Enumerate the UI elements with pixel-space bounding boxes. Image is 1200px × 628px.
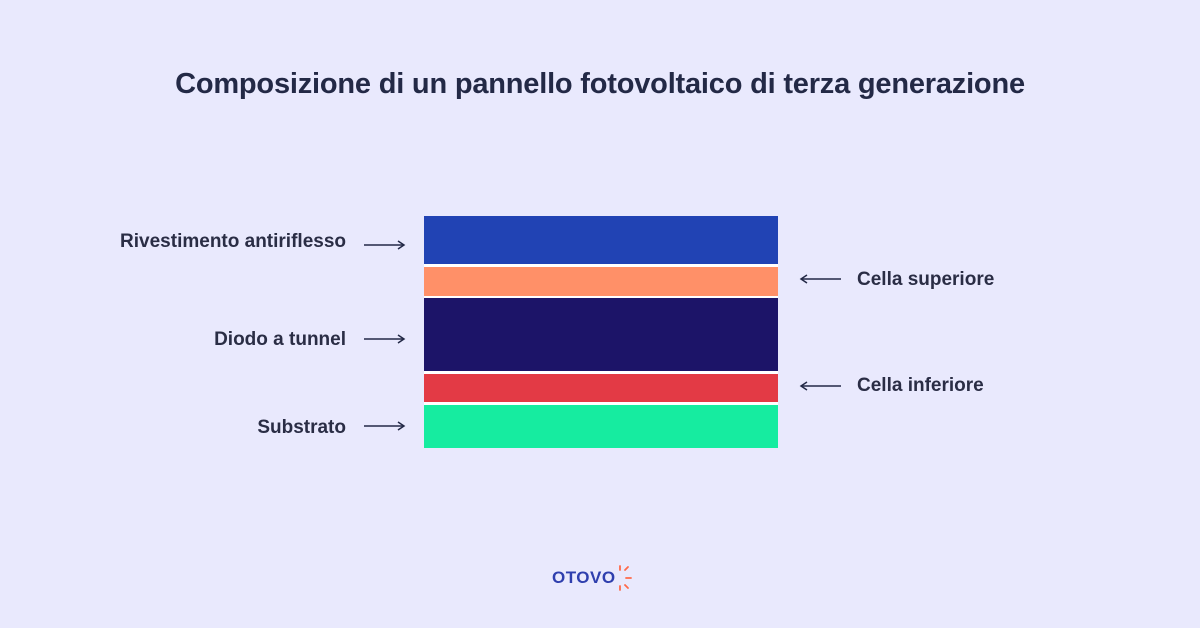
arrow-right-icon — [364, 240, 406, 250]
diagram-title: Composizione di un pannello fotovoltaico… — [175, 68, 1025, 100]
label-top-cell: Cella superiore — [857, 269, 995, 290]
arrow-left-icon — [799, 381, 841, 391]
brand-name: OTOVO — [552, 568, 616, 587]
arrow-left-icon — [799, 274, 841, 284]
layer-anti-reflective-coating — [424, 216, 778, 264]
label-tunnel-diode: Diodo a tunnel — [214, 329, 346, 350]
panel-stack — [424, 216, 778, 448]
arrow-right-icon — [364, 421, 406, 431]
layer-top-cell — [424, 267, 778, 296]
label-anti-reflective-coating: Rivestimento antiriflesso — [120, 231, 346, 252]
label-substrate: Substrato — [257, 417, 346, 438]
label-bottom-cell: Cella inferiore — [857, 375, 984, 396]
layer-substrate — [424, 405, 778, 448]
layer-bottom-cell — [424, 374, 778, 402]
layer-tunnel-diode — [424, 298, 778, 371]
sun-rays-icon — [618, 565, 632, 591]
arrow-right-icon — [364, 334, 406, 344]
brand-logo: OTOVO — [552, 565, 633, 591]
